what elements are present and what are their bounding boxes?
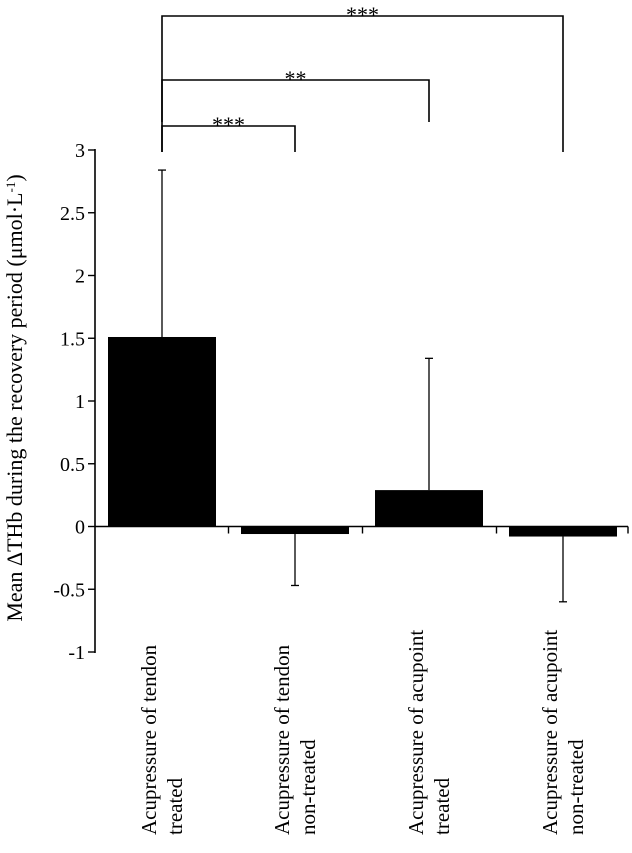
significance-label: *** [346,2,379,27]
x-axis-category-labels: Acupressure of tendon treated Acupressure … [137,630,588,835]
x-category-label: Acupressure of acupoint treated [404,630,454,835]
x-category-label-line: treated [430,777,454,835]
bar [375,490,483,527]
y-tick-label: -1 [68,642,85,664]
y-tick-label: 0 [75,517,85,539]
y-axis-ticks: 3 2.5 2 1.5 1 0.5 0 -0.5 -1 [53,140,95,664]
error-bars [158,169,567,603]
x-category-label-line: non-treated [296,739,320,835]
significance-bracket [161,15,564,152]
y-tick-label: 2 [75,266,85,288]
x-category-label: Acupressure of acupoint non-treated [538,630,588,835]
y-axis-label: Mean ΔTHb during the recovery period (μm… [2,174,27,621]
x-category-label: Acupressure of tendon non-treated [270,644,320,835]
y-tick-label: 0.5 [60,454,85,476]
x-category-label-line: Acupressure of acupoint [538,630,562,835]
y-tick-label: -0.5 [53,579,85,601]
x-category-label: Acupressure of tendon treated [137,644,187,835]
bar [509,526,617,537]
y-tick-label: 1.5 [60,328,85,350]
y-tick-label: 2.5 [60,203,85,225]
significance-label: *** [212,112,245,137]
x-category-label-line: non-treated [564,739,588,835]
bars [108,336,617,537]
x-category-label-line: Acupressure of acupoint [404,630,428,835]
y-tick-label: 1 [75,391,85,413]
significance-brackets: ******** [161,2,564,152]
x-category-label-line: Acupressure of tendon [270,644,294,835]
y-tick-label: 3 [75,140,85,162]
significance-label: ** [285,66,307,91]
x-category-label-line: treated [163,777,187,835]
bar [108,336,216,527]
bar [241,526,349,535]
x-category-label-line: Acupressure of tendon [137,644,161,835]
